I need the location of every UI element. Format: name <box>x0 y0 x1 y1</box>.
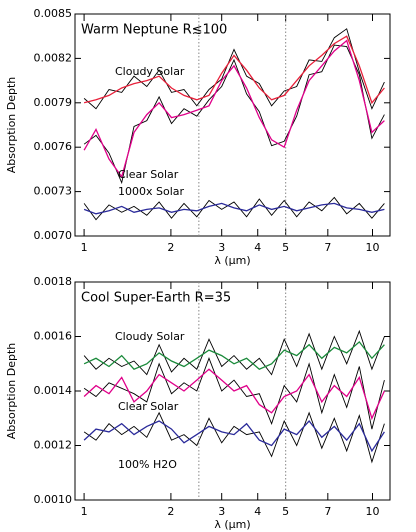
x-tick-label: 4 <box>254 505 261 518</box>
y-axis-label: Absorption Depth <box>5 77 18 174</box>
panel-title: Warm Neptune R≲100 <box>81 23 227 38</box>
x-tick-label: 3 <box>218 241 225 254</box>
x-tick-label: 5 <box>282 241 289 254</box>
series-line <box>83 329 385 376</box>
series-line <box>83 202 385 215</box>
x-tick-label: 7 <box>324 505 331 518</box>
x-tick-label: 10 <box>365 241 379 254</box>
panel-title: Cool Super-Earth R=35 <box>81 291 231 306</box>
y-tick-label: 0.0070 <box>34 229 73 242</box>
x-tick-label: 2 <box>167 241 174 254</box>
y-tick-label: 0.0018 <box>34 275 73 288</box>
x-tick-label: 4 <box>254 241 261 254</box>
series-line <box>83 28 385 110</box>
y-tick-label: 0.0073 <box>34 185 73 198</box>
series-label: Cloudy Solar <box>115 330 185 343</box>
x-tick-label: 1 <box>81 241 88 254</box>
x-tick-label: 2 <box>167 505 174 518</box>
x-axis-label: λ (μm) <box>214 518 250 531</box>
plot-frame <box>74 13 391 237</box>
series-line <box>83 196 385 221</box>
y-tick-label: 0.0082 <box>34 51 73 64</box>
y-axis-label: Absorption Depth <box>5 343 18 440</box>
y-tick-label: 0.0079 <box>34 96 73 109</box>
series-label: Clear Solar <box>118 400 179 413</box>
y-tick-label: 0.0085 <box>34 7 73 20</box>
series-line <box>83 368 385 421</box>
series-label: 100% H2O <box>118 458 177 471</box>
y-tick-label: 0.0014 <box>34 384 73 397</box>
x-tick-label: 10 <box>365 505 379 518</box>
y-tick-label: 0.0076 <box>34 140 73 153</box>
series-label: Cloudy Solar <box>115 65 185 78</box>
y-tick-label: 0.0010 <box>34 493 73 506</box>
series-label: Clear Solar <box>118 168 179 181</box>
series-label: 1000x Solar <box>118 185 185 198</box>
x-tick-label: 1 <box>81 505 88 518</box>
x-tick-label: 5 <box>282 505 289 518</box>
series-line <box>83 419 385 453</box>
y-tick-label: 0.0012 <box>34 439 73 452</box>
x-tick-label: 3 <box>218 505 225 518</box>
series-line <box>83 44 385 185</box>
x-axis-label: λ (μm) <box>214 254 250 267</box>
series-line <box>83 411 385 464</box>
series-line <box>83 357 385 430</box>
x-tick-label: 7 <box>324 241 331 254</box>
series-line <box>83 35 385 105</box>
series-line <box>83 340 385 370</box>
series-line <box>83 39 385 179</box>
y-tick-label: 0.0016 <box>34 330 73 343</box>
